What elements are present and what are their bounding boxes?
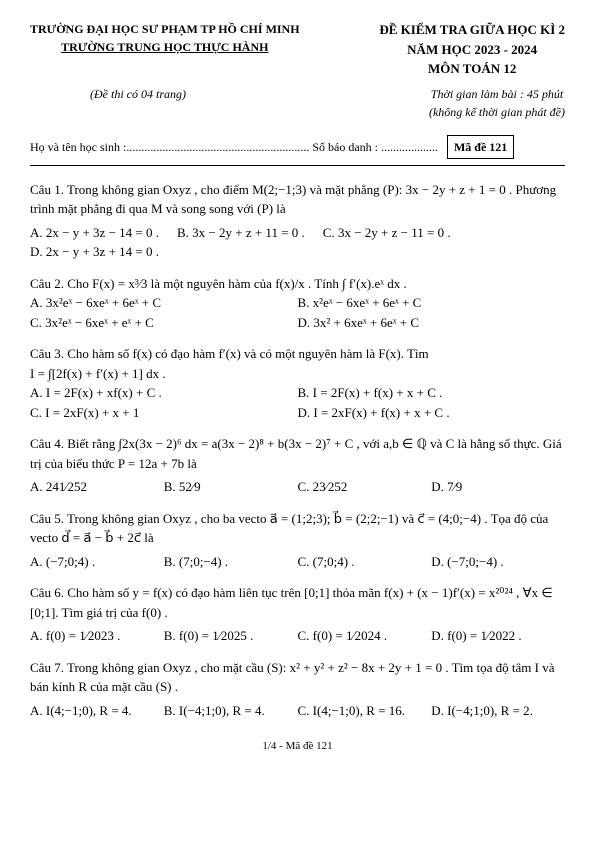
q7-opt-c: C. I(4;−1;0), R = 16.: [298, 701, 432, 721]
q4-options: A. 241⁄252 B. 52⁄9 C. 23⁄252 D. 7⁄9: [30, 477, 565, 497]
q1-stem: Câu 1. Trong không gian Oxyz , cho điểm …: [30, 180, 565, 219]
q2-opt-d: D. 3x² + 6xeˣ + 6eˣ + C: [298, 313, 566, 333]
q2-options: A. 3x²eˣ − 6xeˣ + 6eˣ + C C. 3x²eˣ − 6xe…: [30, 293, 565, 332]
q4-opt-c: C. 23⁄252: [298, 477, 432, 497]
time-limit: Thời gian làm bài : 45 phút: [429, 85, 565, 103]
header: TRƯỜNG ĐẠI HỌC SƯ PHẠM TP HỒ CHÍ MINH TR…: [30, 20, 565, 79]
q6-opt-a: A. f(0) = 1⁄2023 .: [30, 626, 164, 646]
q2-opt-a: A. 3x²eˣ − 6xeˣ + 6eˣ + C: [30, 293, 298, 313]
q4-opt-a: A. 241⁄252: [30, 477, 164, 497]
student-row: Họ và tên học sinh :....................…: [30, 135, 565, 159]
question-3: Câu 3. Cho hàm số f(x) có đạo hàm f′(x) …: [30, 344, 565, 422]
student-name-label: Họ và tên học sinh :....................…: [30, 140, 438, 154]
q6-stem: Câu 6. Cho hàm số y = f(x) có đạo hàm li…: [30, 583, 565, 622]
q2-opt-c: C. 3x²eˣ − 6xeˣ + eˣ + C: [30, 313, 298, 333]
q1-opt-b: B. 3x − 2y + z + 11 = 0 .: [177, 223, 305, 243]
q5-opt-d: D. (−7;0;−4) .: [431, 552, 565, 572]
q6-opt-d: D. f(0) = 1⁄2022 .: [431, 626, 565, 646]
q3-opt-a: A. I = 2F(x) + xf(x) + C .: [30, 383, 298, 403]
school-name: TRƯỜNG TRUNG HỌC THỰC HÀNH: [30, 38, 300, 56]
q5-opt-b: B. (7;0;−4) .: [164, 552, 298, 572]
subheader: (Đề thi có 04 trang) Thời gian làm bài :…: [30, 85, 565, 121]
question-6: Câu 6. Cho hàm số y = f(x) có đạo hàm li…: [30, 583, 565, 646]
q3-options: A. I = 2F(x) + xf(x) + C . C. I = 2xF(x)…: [30, 383, 565, 422]
school-uni: TRƯỜNG ĐẠI HỌC SƯ PHẠM TP HỒ CHÍ MINH: [30, 20, 300, 38]
time-note: (không kể thời gian phát đề): [429, 103, 565, 121]
divider: [30, 165, 565, 166]
q6-opt-b: B. f(0) = 1⁄2025 .: [164, 626, 298, 646]
time-info: Thời gian làm bài : 45 phút (không kể th…: [429, 85, 565, 121]
subject: MÔN TOÁN 12: [379, 59, 565, 79]
question-4: Câu 4. Biết rằng ∫2x(3x − 2)⁶ dx = a(3x …: [30, 434, 565, 497]
q7-options: A. I(4;−1;0), R = 4. B. I(−4;1;0), R = 4…: [30, 701, 565, 721]
q4-opt-b: B. 52⁄9: [164, 477, 298, 497]
q7-opt-b: B. I(−4;1;0), R = 4.: [164, 701, 298, 721]
q3-opt-d: D. I = 2xF(x) + f(x) + x + C .: [298, 403, 566, 423]
q1-options: A. 2x − y + 3z − 14 = 0 . B. 3x − 2y + z…: [30, 223, 565, 262]
q3-eq: I = ∫[2f(x) + f′(x) + 1] dx .: [30, 364, 565, 384]
q7-opt-a: A. I(4;−1;0), R = 4.: [30, 701, 164, 721]
q3-opt-c: C. I = 2xF(x) + x + 1: [30, 403, 298, 423]
q1-opt-d: D. 2x − y + 3z + 14 = 0 .: [30, 242, 159, 262]
header-right: ĐỀ KIỂM TRA GIỮA HỌC KÌ 2 NĂM HỌC 2023 -…: [379, 20, 565, 79]
q5-opt-a: A. (−7;0;4) .: [30, 552, 164, 572]
q6-options: A. f(0) = 1⁄2023 . B. f(0) = 1⁄2025 . C.…: [30, 626, 565, 646]
q2-opt-b: B. x²eˣ − 6xeˣ + 6eˣ + C: [298, 293, 566, 313]
q7-opt-d: D. I(−4;1;0), R = 2.: [431, 701, 565, 721]
q7-stem: Câu 7. Trong không gian Oxyz , cho mặt c…: [30, 658, 565, 697]
question-5: Câu 5. Trong không gian Oxyz , cho ba ve…: [30, 509, 565, 572]
page-footer: 1/4 - Mã đề 121: [30, 738, 565, 755]
q2-stem: Câu 2. Cho F(x) = x³⁄3 là một nguyên hàm…: [30, 274, 565, 294]
q4-stem: Câu 4. Biết rằng ∫2x(3x − 2)⁶ dx = a(3x …: [30, 434, 565, 473]
q1-opt-c: C. 3x − 2y + z − 11 = 0 .: [323, 223, 451, 243]
q4-opt-d: D. 7⁄9: [431, 477, 565, 497]
q5-opt-c: C. (7;0;4) .: [298, 552, 432, 572]
header-left: TRƯỜNG ĐẠI HỌC SƯ PHẠM TP HỒ CHÍ MINH TR…: [30, 20, 300, 79]
school-year: NĂM HỌC 2023 - 2024: [379, 40, 565, 60]
q5-stem: Câu 5. Trong không gian Oxyz , cho ba ve…: [30, 509, 565, 548]
question-2: Câu 2. Cho F(x) = x³⁄3 là một nguyên hàm…: [30, 274, 565, 333]
q5-options: A. (−7;0;4) . B. (7;0;−4) . C. (7;0;4) .…: [30, 552, 565, 572]
exam-code: Mã đề 121: [447, 135, 514, 159]
q3-opt-b: B. I = 2F(x) + f(x) + x + C .: [298, 383, 566, 403]
question-7: Câu 7. Trong không gian Oxyz , cho mặt c…: [30, 658, 565, 721]
page-count: (Đề thi có 04 trang): [90, 85, 186, 121]
question-1: Câu 1. Trong không gian Oxyz , cho điểm …: [30, 180, 565, 262]
q3-stem: Câu 3. Cho hàm số f(x) có đạo hàm f′(x) …: [30, 344, 565, 364]
exam-title: ĐỀ KIỂM TRA GIỮA HỌC KÌ 2: [379, 20, 565, 40]
q6-opt-c: C. f(0) = 1⁄2024 .: [298, 626, 432, 646]
q1-opt-a: A. 2x − y + 3z − 14 = 0 .: [30, 223, 159, 243]
